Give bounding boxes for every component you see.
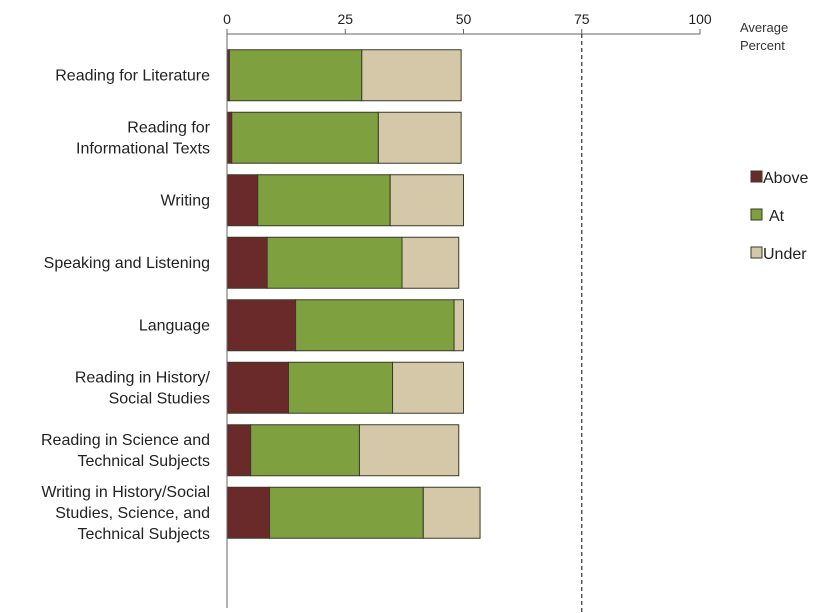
x-axis: 0 25 50 75 100 (223, 11, 712, 608)
bar-segment-under-6 (358, 424, 460, 477)
bar-segment-under-7 (422, 486, 481, 539)
category-label-6-line-1: Technical Subjects (77, 453, 210, 470)
category-label-3-line-0: Speaking and Listening (44, 255, 210, 272)
bar-segment-above-2 (226, 174, 259, 227)
legend-swatch-above (750, 170, 763, 183)
bar-segment-at-5 (287, 361, 394, 414)
category-label-7-line-1: Studies, Science, and (55, 505, 210, 522)
bar-segment-at-0 (228, 49, 363, 102)
category-label-1-line-0: Reading for (127, 119, 210, 136)
bar-segment-above-4 (226, 299, 297, 352)
category-label-2-line-0: Writing (161, 192, 211, 209)
category-label-7-line-0: Writing in History/Social (41, 484, 210, 501)
bar-segment-at-3 (266, 236, 403, 289)
bar-segment-under-5 (392, 361, 464, 414)
bar-segment-above-1 (226, 111, 233, 164)
x-tick-label-4: 100 (688, 11, 712, 27)
bar-segment-under-1 (377, 111, 462, 164)
bar-segment-at-7 (269, 486, 424, 539)
bar-segment-at-4 (295, 299, 455, 352)
bar-segment-under-4 (453, 299, 465, 352)
category-labels: Reading for Literature Reading for Informa… (41, 67, 211, 543)
bar-segment-under-0 (361, 49, 462, 102)
x-tick-label-2: 50 (456, 11, 472, 27)
category-label-6-line-0: Reading in Science and (41, 432, 210, 449)
bar-segment-at-2 (257, 174, 391, 227)
x-axis-title-line-0: Average (740, 20, 788, 35)
x-axis-title-line-1: Percent (740, 38, 785, 53)
bar-segment-under-2 (389, 174, 464, 227)
category-label-7-line-2: Technical Subjects (77, 526, 210, 543)
legend-label-at: At (769, 208, 785, 225)
x-tick-label-1: 25 (337, 11, 353, 27)
category-label-0-line-0: Reading for Literature (55, 67, 210, 84)
category-label-1-line-1: Informational Texts (76, 140, 210, 157)
x-axis-title: Average Percent (740, 20, 788, 53)
bar-segment-above-7 (226, 486, 271, 539)
category-label-5-line-1: Social Studies (109, 390, 210, 407)
bar-segment-at-1 (231, 111, 379, 164)
category-label-4-line-0: Language (139, 317, 210, 334)
legend-swatch-under (750, 246, 763, 259)
legend-swatch-at (750, 208, 763, 221)
bar-segment-above-6 (226, 424, 252, 477)
bar-segment-above-3 (226, 236, 268, 289)
bar-segment-at-6 (250, 424, 360, 477)
bar-segment-under-3 (401, 236, 460, 289)
legend-label-under: Under (763, 246, 807, 263)
category-label-5-line-0: Reading in History/ (75, 369, 211, 386)
legend: Above At Under (750, 170, 808, 263)
x-tick-label-3: 75 (574, 11, 590, 27)
x-tick-label-0: 0 (223, 11, 231, 27)
bars-layer (226, 49, 481, 539)
bar-segment-above-5 (226, 361, 289, 414)
legend-label-above: Above (763, 170, 808, 187)
